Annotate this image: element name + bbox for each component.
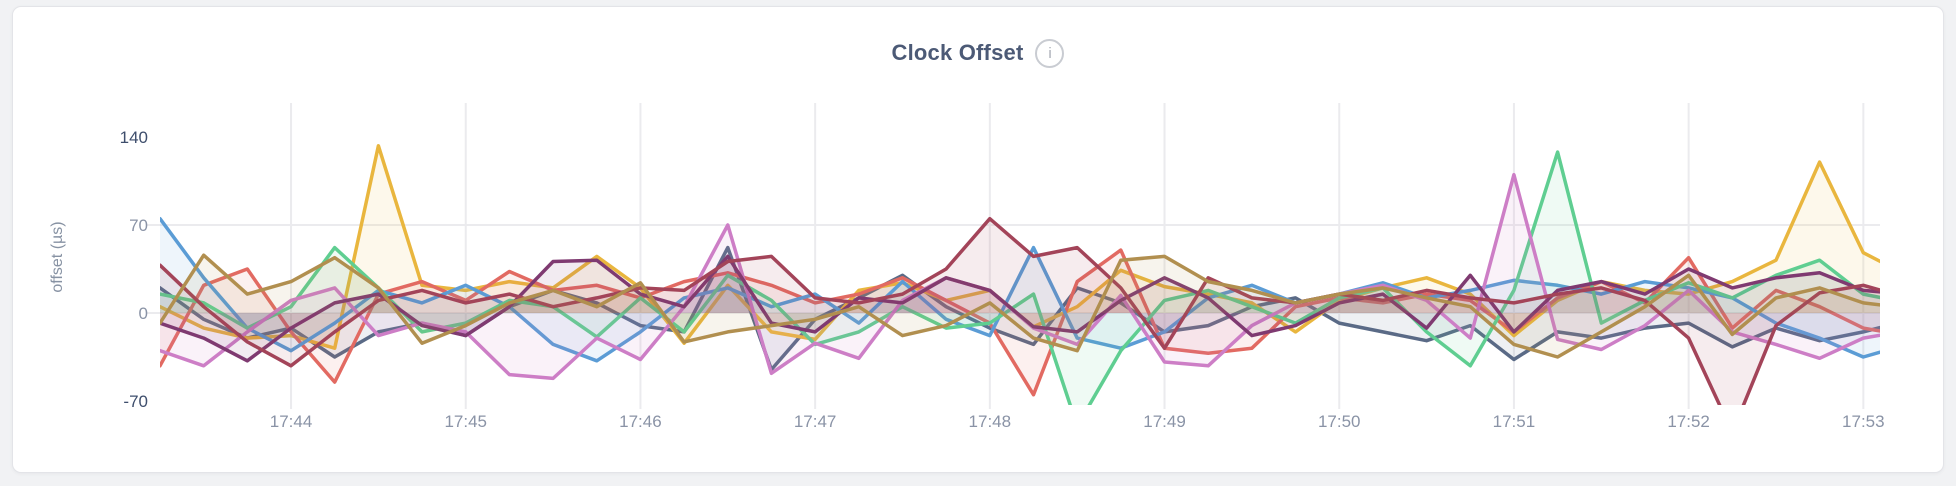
x-tick-label: 17:47 [794,412,837,431]
x-tick-label: 17:48 [969,412,1012,431]
y-tick-label: -70 [123,392,148,411]
series-group [160,144,1880,405]
chart-title: Clock Offset [891,40,1024,65]
y-tick-label: 70 [129,216,148,235]
y-axis-label: offset (µs) [49,221,66,292]
series-blue-line [160,216,1880,363]
chart-header: Clock Offset i [13,33,1943,73]
series-purple-area [160,256,1880,361]
series-blue-area [160,218,1880,361]
x-tick-label: 17:51 [1493,412,1536,431]
series-green-area [160,152,1880,405]
x-tick-label: 17:49 [1143,412,1186,431]
chart-card: Clock Offset i [12,6,1944,473]
series-orchid-area [160,174,1880,379]
series-green-line [160,150,1880,405]
x-tick-label: 17:52 [1667,412,1710,431]
x-tick-label: 17:44 [270,412,313,431]
y-tick-label: 0 [139,304,148,323]
x-tick-label: 17:53 [1842,412,1885,431]
y-tick-label: 140 [120,128,148,147]
series-khaki-line [160,253,1880,359]
x-tick-label: 17:46 [619,412,662,431]
series-maroon-line [160,216,1880,405]
x-tick-label: 17:45 [444,412,487,431]
series-maroon-area [160,218,1880,405]
x-tick-label: 17:50 [1318,412,1361,431]
info-icon[interactable]: i [1035,38,1065,68]
